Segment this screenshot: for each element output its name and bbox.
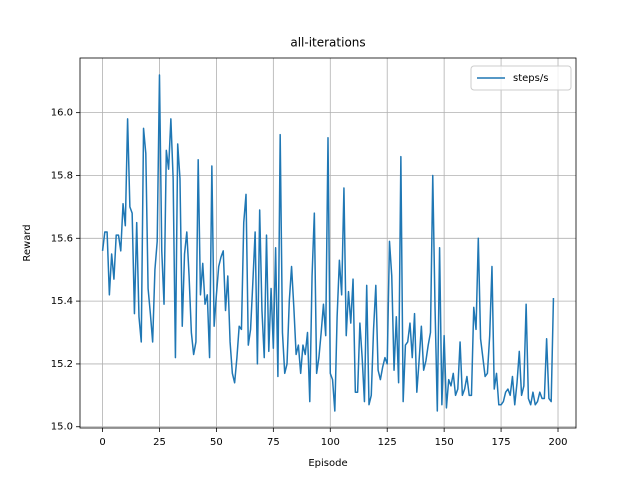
chart-title: all-iterations — [290, 36, 365, 50]
y-tick-label: 16.0 — [51, 108, 73, 119]
legend-box — [470, 65, 572, 91]
y-tick-label: 15.0 — [51, 422, 73, 433]
x-tick-label: 100 — [321, 437, 340, 448]
x-tick-label: 75 — [267, 437, 280, 448]
x-tick-label: 200 — [548, 437, 567, 448]
x-tick-label: 175 — [492, 437, 511, 448]
x-tick-label: 0 — [99, 437, 105, 448]
x-tick-label: 25 — [153, 437, 166, 448]
plot-frame — [79, 57, 577, 429]
data-line — [101, 74, 555, 412]
x-tick-label: 150 — [435, 437, 454, 448]
x-tick-label: 50 — [210, 437, 223, 448]
y-axis-label: Reward — [22, 224, 33, 261]
x-tick-label: 125 — [378, 437, 397, 448]
y-tick-label: 15.4 — [51, 296, 73, 307]
y-tick-label: 15.2 — [51, 359, 73, 370]
y-tick-label: 15.6 — [51, 233, 73, 244]
y-tick-label: 15.8 — [51, 170, 73, 181]
legend-label: steps/s — [513, 73, 548, 84]
x-axis-label: Episode — [308, 458, 347, 469]
